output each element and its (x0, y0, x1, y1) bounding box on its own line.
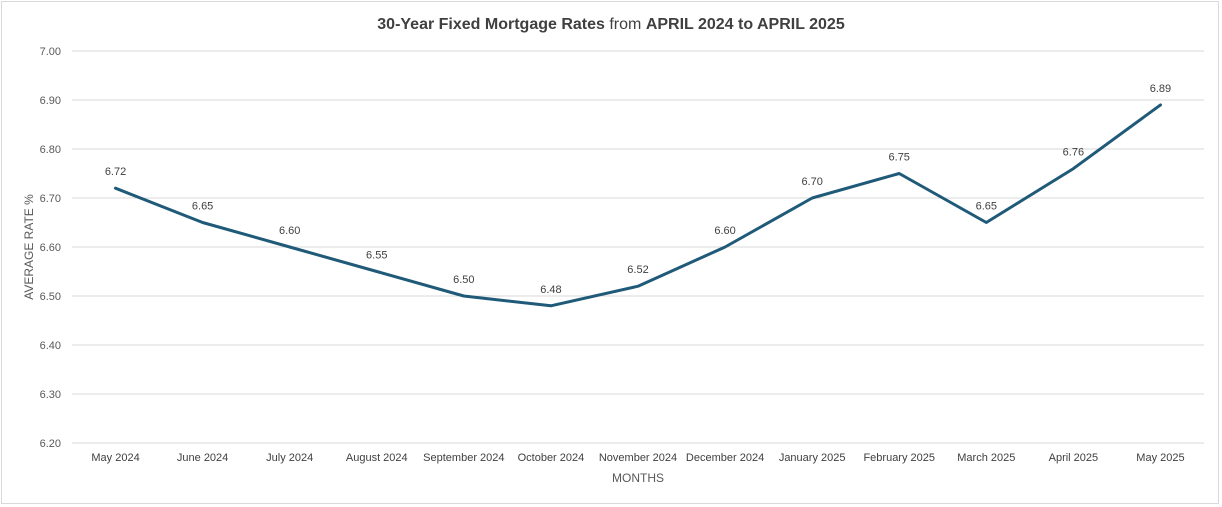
title-main: 30-Year Fixed Mortgage Rates (377, 16, 605, 33)
data-label: 6.76 (1063, 147, 1084, 159)
y-tick-label: 7.00 (40, 46, 61, 58)
x-tick-label: October 2024 (518, 452, 585, 464)
y-tick-label: 6.20 (40, 438, 61, 450)
x-tick-label: May 2025 (1136, 452, 1184, 464)
y-tick-label: 6.30 (40, 389, 61, 401)
data-label: 6.72 (105, 166, 126, 178)
y-tick-label: 6.90 (40, 95, 61, 107)
gridlines (72, 50, 1204, 444)
data-label: 6.70 (801, 176, 822, 188)
y-tick-label: 6.60 (40, 242, 61, 254)
y-tick-label: 6.80 (40, 144, 61, 156)
data-label: 6.55 (366, 250, 387, 262)
x-tick-label: August 2024 (346, 452, 408, 464)
x-tick-label: December 2024 (686, 452, 764, 464)
x-tick-label: April 2025 (1049, 452, 1099, 464)
data-label: 6.52 (627, 264, 648, 276)
title-connector: from (609, 16, 642, 33)
data-labels: 6.72 6.65 6.60 6.55 6.50 6.48 6.52 6.60 6.70 6.75… (105, 83, 1171, 296)
data-label: 6.48 (540, 284, 561, 296)
data-label: 6.65 (192, 201, 213, 213)
y-tick-label: 6.40 (40, 340, 61, 352)
data-label: 6.65 (976, 201, 997, 213)
y-axis-ticks: 6.20 6.30 6.40 6.50 6.60 6.70 6.80 6.90 7.00 (40, 46, 61, 450)
x-axis-label: MONTHS (612, 471, 664, 485)
y-tick-label: 6.50 (40, 291, 61, 303)
x-tick-label: January 2025 (779, 452, 846, 464)
x-tick-label: June 2024 (177, 452, 228, 464)
series-line (114, 103, 1162, 308)
data-label: 6.89 (1150, 83, 1171, 95)
chart-title: 30-Year Fixed Mortgage Rates from APRIL … (0, 16, 1222, 34)
data-label: 6.60 (714, 225, 735, 237)
title-range: APRIL 2024 to APRIL 2025 (645, 16, 845, 33)
y-axis-label: AVERAGE RATE % (22, 194, 36, 300)
x-tick-label: September 2024 (423, 452, 504, 464)
x-tick-label: November 2024 (599, 452, 677, 464)
x-tick-label: March 2025 (957, 452, 1015, 464)
data-label: 6.75 (889, 152, 910, 164)
x-axis-ticks: May 2024 June 2024 July 2024 August 2024 Sep… (91, 452, 1184, 464)
data-label: 6.50 (453, 274, 474, 286)
x-tick-label: May 2024 (91, 452, 139, 464)
x-tick-label: July 2024 (266, 452, 313, 464)
x-tick-label: February 2025 (863, 452, 935, 464)
data-label: 6.60 (279, 225, 300, 237)
y-tick-label: 6.70 (40, 193, 61, 205)
